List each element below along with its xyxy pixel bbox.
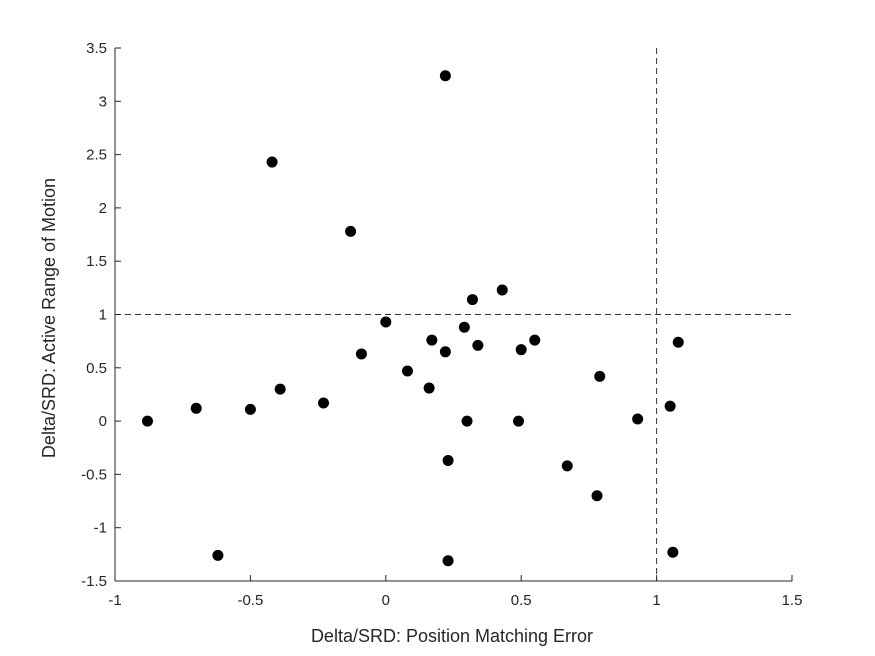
data-point — [667, 546, 679, 558]
y-tick-label: 1 — [99, 307, 107, 324]
y-tick-label: 0 — [99, 413, 107, 430]
data-point — [141, 415, 153, 427]
y-tick-label: 3.5 — [86, 40, 107, 57]
data-point — [472, 339, 484, 351]
data-point — [380, 316, 392, 328]
data-point — [426, 334, 438, 346]
data-point — [345, 225, 357, 237]
data-point — [423, 382, 435, 394]
data-point — [515, 344, 527, 356]
data-point — [632, 413, 644, 425]
data-point — [458, 321, 470, 333]
data-point — [274, 383, 286, 395]
data-point — [318, 397, 330, 409]
data-point — [439, 70, 451, 82]
x-axis-label: Delta/SRD: Position Matching Error — [311, 626, 593, 646]
data-point — [591, 490, 603, 502]
x-tick-label: -1 — [108, 592, 121, 609]
data-point — [439, 346, 451, 358]
y-tick-label: 1.5 — [86, 253, 107, 270]
data-points — [141, 70, 684, 567]
y-axis-label: Delta/SRD: Active Range of Motion — [39, 178, 59, 458]
data-point — [461, 415, 473, 427]
y-tick-label: 3 — [99, 93, 107, 110]
data-point — [355, 348, 367, 360]
data-point — [561, 460, 573, 472]
x-axis-ticks: -1 -0.5 0 0.5 1 1.5 — [108, 575, 802, 609]
y-tick-label: -1.5 — [81, 573, 107, 590]
data-point — [664, 400, 676, 412]
data-point — [672, 336, 684, 348]
y-tick-label: 0.5 — [86, 360, 107, 377]
data-point — [529, 334, 541, 346]
data-point — [442, 455, 454, 467]
y-tick-label: 2 — [99, 200, 107, 217]
x-tick-label: 1 — [652, 592, 660, 609]
y-axis-ticks: -1.5 -1 -0.5 0 0.5 1 1.5 2 2.5 3 3.5 — [81, 40, 121, 590]
data-point — [190, 402, 202, 414]
data-point — [512, 415, 524, 427]
y-tick-label: -1 — [94, 520, 107, 537]
y-tick-label: -0.5 — [81, 466, 107, 483]
x-tick-label: -0.5 — [237, 592, 263, 609]
data-point — [496, 284, 508, 296]
y-tick-label: 2.5 — [86, 147, 107, 164]
reference-lines — [115, 48, 792, 581]
data-point — [244, 403, 256, 415]
data-point — [466, 294, 478, 306]
data-point — [266, 156, 278, 168]
data-point — [594, 370, 606, 382]
x-tick-label: 1.5 — [782, 592, 803, 609]
data-point — [212, 549, 224, 561]
x-tick-label: 0 — [382, 592, 390, 609]
data-point — [442, 555, 454, 567]
x-tick-label: 0.5 — [511, 592, 532, 609]
data-point — [401, 365, 413, 377]
